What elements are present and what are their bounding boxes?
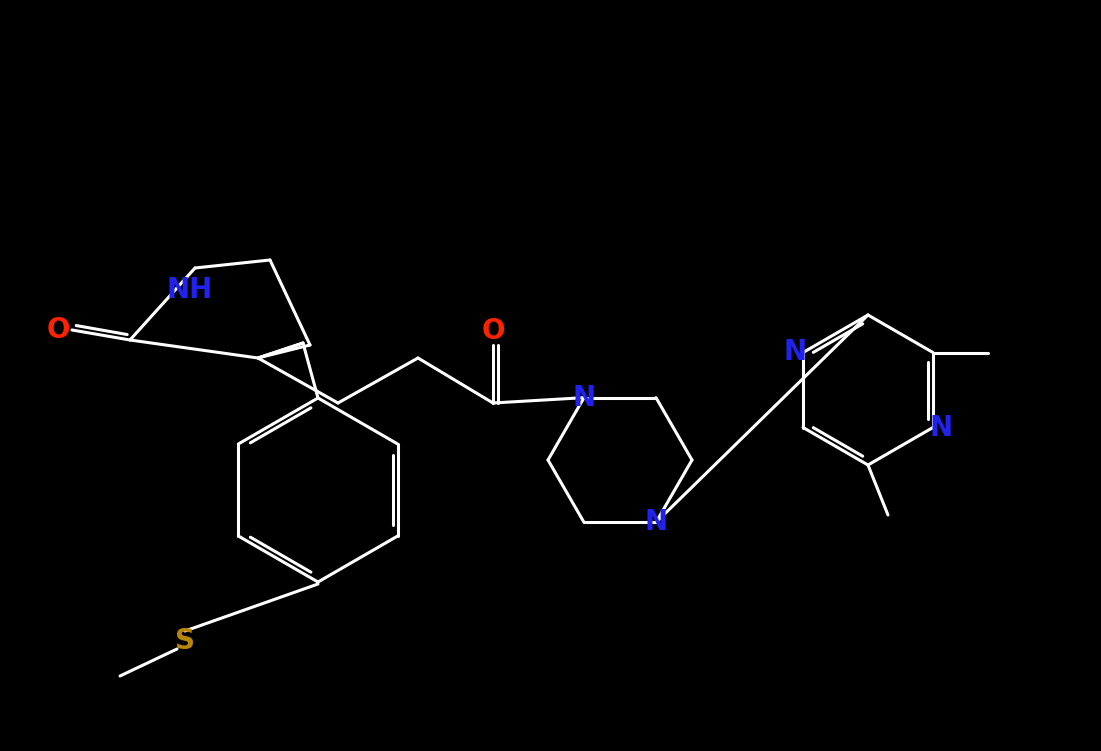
Text: S: S: [175, 627, 195, 655]
Text: N: N: [573, 384, 596, 412]
Text: N: N: [929, 414, 952, 442]
Text: O: O: [481, 317, 504, 345]
Text: O: O: [46, 316, 69, 344]
Text: N: N: [644, 508, 667, 536]
Text: N: N: [784, 339, 807, 366]
Text: NH: NH: [167, 276, 214, 304]
